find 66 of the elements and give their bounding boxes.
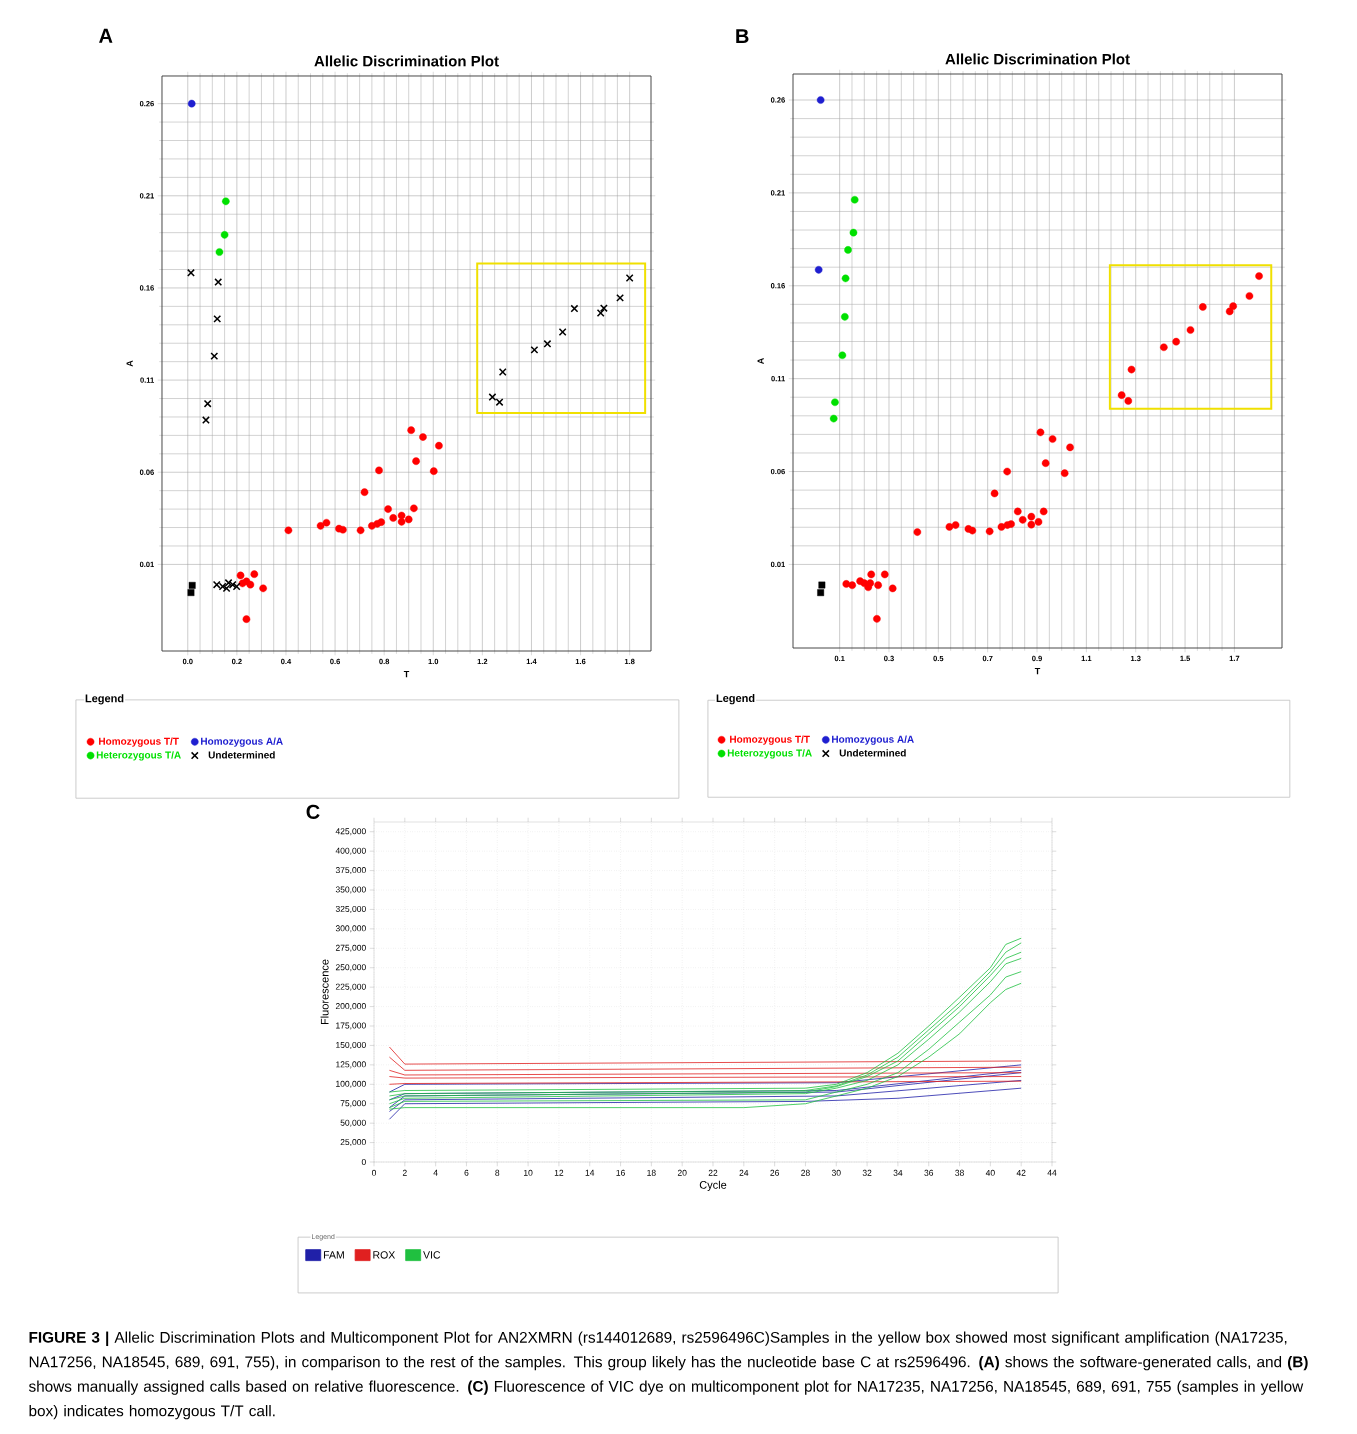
x-axis-title: Cycle — [699, 1180, 727, 1191]
text: C — [306, 804, 320, 819]
x-tick-label: 0 — [371, 1169, 377, 1176]
y-tick-label: 225,000 — [335, 983, 366, 991]
legend-label: Heterozygous T/A — [96, 751, 181, 761]
y-axis-title: Fluorescence — [320, 959, 329, 1025]
legend-label: Homozygous T/T — [99, 737, 179, 747]
x-tick-label: 14 — [585, 1169, 595, 1176]
text: B — [736, 29, 749, 43]
legend-label: Undetermined — [839, 749, 906, 757]
y-axis-title: A — [757, 358, 764, 365]
x-tick-label: 40 — [985, 1169, 995, 1176]
legend-title: Legend — [85, 694, 124, 705]
x-tick-label: 26 — [770, 1169, 779, 1176]
legend-label: VIC — [423, 1251, 441, 1259]
y-tick-label: 0 — [361, 1159, 366, 1166]
y-tick-label: 100,000 — [336, 1080, 366, 1088]
x-tick-label: 4 — [433, 1169, 438, 1176]
x-tick-label: 42 — [1016, 1169, 1026, 1176]
y-tick-label: 275,000 — [335, 944, 366, 952]
y-tick-label: 75,000 — [340, 1100, 366, 1108]
x-tick-label: 44 — [1047, 1169, 1057, 1176]
x-tick-label: 16 — [616, 1169, 625, 1176]
legend-label: Homozygous T/T — [730, 735, 810, 745]
y-tick-label: 350,000 — [335, 886, 366, 894]
x-axis-title: T — [403, 670, 410, 678]
x-tick-label: 12 — [554, 1169, 564, 1176]
x-tick-label: 6 — [464, 1169, 469, 1176]
x-tick-label: 32 — [862, 1169, 872, 1176]
y-tick-label: 150,000 — [336, 1041, 366, 1049]
x-tick-label: 36 — [924, 1169, 934, 1176]
x-tick-label: 8 — [495, 1169, 500, 1176]
x-tick-label: 22 — [708, 1169, 718, 1176]
legend-label: ROX — [373, 1251, 396, 1259]
x-tick-label: 34 — [893, 1169, 903, 1176]
x-tick-label: 28 — [801, 1169, 810, 1176]
y-tick-label: 425,000 — [335, 828, 366, 836]
text: A — [99, 28, 113, 43]
y-tick-label: 250,000 — [335, 964, 366, 972]
x-tick-label: 24 — [739, 1169, 749, 1176]
y-axis-title: A — [126, 360, 133, 367]
y-tick-label: 25,000 — [340, 1139, 366, 1147]
legend-label: Homozygous A/A — [832, 735, 914, 745]
x-tick-label: 2 — [402, 1169, 407, 1176]
x-axis-title: T — [1034, 667, 1041, 675]
legend-title: Legend — [716, 693, 755, 705]
y-tick-label: 375,000 — [335, 867, 366, 875]
y-tick-label: 300,000 — [335, 925, 366, 933]
x-tick-label: 18 — [647, 1169, 656, 1176]
y-tick-label: 200,000 — [335, 1003, 366, 1011]
chart-title: Allelic Discrimination Plot — [314, 55, 499, 67]
y-tick-label: 50,000 — [340, 1119, 366, 1127]
chart-title: Allelic Discrimination Plot — [945, 53, 1130, 65]
legend-label: Heterozygous T/A — [727, 749, 812, 759]
legend-label: Undetermined — [208, 751, 275, 759]
legend-label: Homozygous A/A — [201, 737, 283, 747]
x-tick-label: 20 — [677, 1169, 687, 1176]
text: FIGURE 3 | Allelic Discrimination Plots and Multicomponent Plot for AN2XMRN (rs144012689, rs2596496C)Samples in the yellow box showed most significant amplification (NA17235, NA17256, NA18545, 689, 691, 755), in comparison to the rest of the samples. This group likely has the nucleotide base C at rs2596496. (A) shows the software-generated calls, and (B) shows manually assigned calls based on relative fluorescence. (C) Fluorescence of VIC dye on multicomponent plot for NA17235, NA17256, NA18545, 689, 691, 755 (samples in yellow box) indicates homozygous T/T call. — [28, 1331, 1308, 1420]
x-tick-label: 30 — [831, 1169, 841, 1176]
x-tick-label: 38 — [955, 1169, 964, 1176]
y-tick-label: 125,000 — [336, 1061, 366, 1069]
x-tick-label: 10 — [524, 1169, 533, 1176]
y-tick-label: 175,000 — [336, 1022, 366, 1030]
y-tick-label: 400,000 — [335, 847, 366, 855]
y-tick-label: 325,000 — [335, 905, 366, 913]
legend-label: FAM — [324, 1251, 344, 1259]
